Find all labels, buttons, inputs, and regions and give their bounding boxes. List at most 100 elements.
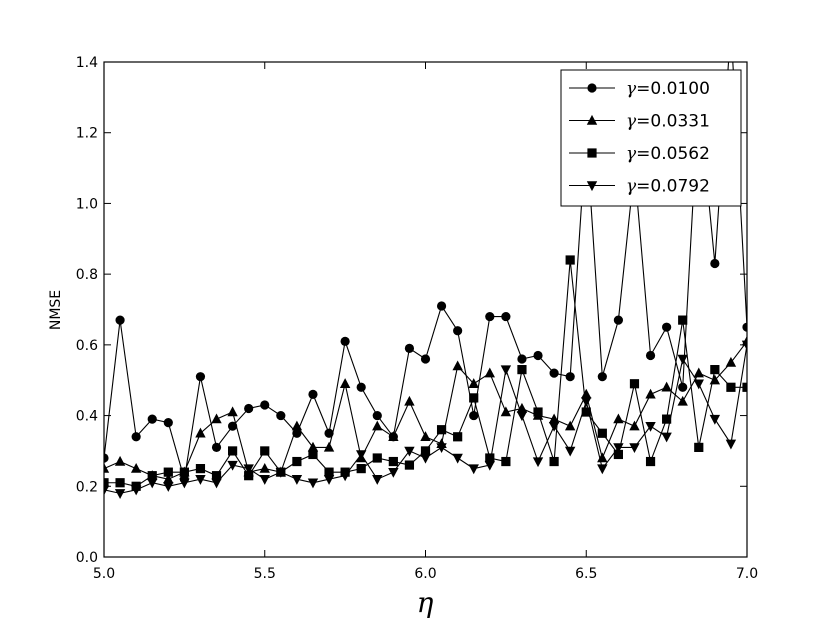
series-3-point xyxy=(645,456,656,467)
series-3-point xyxy=(662,414,672,424)
series-1-point xyxy=(147,414,157,424)
series-3-point xyxy=(533,407,543,417)
series-4-point xyxy=(372,475,383,485)
y-tick-label: 1.4 xyxy=(76,55,98,71)
series-4-point xyxy=(597,464,608,475)
legend-gamma-symbol: γ xyxy=(626,79,637,99)
series-3-point xyxy=(308,449,318,460)
series-3-point xyxy=(549,456,559,467)
series-3-point xyxy=(211,471,222,481)
series-2-point xyxy=(613,413,624,424)
series-1-point xyxy=(228,421,238,431)
series-3-point xyxy=(501,456,511,467)
series-3-point xyxy=(388,456,398,467)
series-1-point xyxy=(372,410,382,421)
legend-marker xyxy=(586,181,598,192)
series-3-point xyxy=(565,255,575,265)
legend-gamma-value: =0.0792 xyxy=(636,177,710,197)
series-2-point xyxy=(404,395,415,406)
series-3-point xyxy=(742,382,747,392)
series-4-point xyxy=(323,475,335,485)
series-2-point xyxy=(211,413,222,424)
series-1-point xyxy=(501,311,511,322)
series-1-point xyxy=(662,322,672,332)
legend-label: γ=0.0792 xyxy=(626,177,710,197)
series-2-point xyxy=(645,388,656,399)
series-3-point xyxy=(581,407,591,417)
series-1-point xyxy=(420,354,431,364)
legend-entry-4: γ=0.0792 xyxy=(569,177,710,197)
series-3-point xyxy=(613,449,623,460)
series-2-point xyxy=(323,441,335,452)
series-3-point xyxy=(244,471,254,481)
series-4-point xyxy=(709,414,721,425)
series-1-point xyxy=(308,389,318,399)
series-1-point xyxy=(613,315,624,325)
series-3-point xyxy=(104,478,109,488)
series-3-point xyxy=(324,467,334,477)
series-4-point xyxy=(163,482,174,492)
series-4-point xyxy=(211,478,222,489)
series-1-point xyxy=(404,343,415,353)
series-1-point xyxy=(211,442,222,452)
y-axis-label: NMSE xyxy=(48,290,64,330)
series-4-point xyxy=(661,432,672,443)
series-4-point xyxy=(179,478,190,489)
series-4-point xyxy=(275,467,287,478)
series-2-point xyxy=(388,431,399,441)
series-2-point xyxy=(195,427,206,438)
legend-gamma-symbol: γ xyxy=(626,177,637,197)
series-3-point xyxy=(485,453,495,463)
series-4-point xyxy=(195,475,206,485)
x-tick-label: 7.0 xyxy=(736,566,758,582)
series-3-point xyxy=(228,446,238,456)
series-1-point xyxy=(260,400,270,410)
series-2-point xyxy=(468,378,479,388)
series-1-point xyxy=(710,258,720,269)
legend-marker xyxy=(587,148,597,158)
series-4-point xyxy=(468,464,479,475)
series-2-point xyxy=(163,473,174,484)
series-4-point xyxy=(452,453,463,464)
series-1 xyxy=(104,62,747,484)
y-tick-label: 0.4 xyxy=(76,409,98,425)
ticks-layer xyxy=(103,61,748,558)
y-tick-label: 0.2 xyxy=(76,479,98,495)
legend-label: γ=0.0331 xyxy=(626,112,710,132)
series-4-point xyxy=(613,443,624,453)
series-4-point xyxy=(548,421,560,432)
series-4-point xyxy=(259,475,270,485)
series-2-point xyxy=(677,395,688,406)
series-2-point xyxy=(516,402,528,413)
series-4-point xyxy=(516,411,528,422)
x-tick-label: 5.5 xyxy=(254,566,276,582)
series-3-point xyxy=(163,467,173,477)
series-1-point xyxy=(485,311,495,322)
series-3-point xyxy=(372,453,382,463)
series-1-point xyxy=(645,350,656,361)
series-1-point xyxy=(469,410,479,421)
series-2-point xyxy=(420,431,431,441)
series-3-point xyxy=(517,365,527,375)
series-4-point xyxy=(725,439,737,450)
series-1-point xyxy=(115,315,125,325)
series-4-point xyxy=(130,485,142,496)
series-3-point xyxy=(629,379,640,389)
series-2-point xyxy=(227,406,238,417)
series-4-point xyxy=(677,354,688,365)
legend-gamma-symbol: γ xyxy=(626,144,637,164)
series-4-point xyxy=(227,460,238,471)
series-3-point xyxy=(436,425,447,435)
series-2-point xyxy=(307,441,319,452)
series-1-point xyxy=(453,326,463,336)
series-1-point xyxy=(244,403,254,414)
series-2-point xyxy=(259,463,270,473)
series-1-point xyxy=(597,372,607,382)
series-3-point xyxy=(453,432,463,442)
y-tick-label: 1.0 xyxy=(76,196,98,212)
legend-label: γ=0.0562 xyxy=(626,144,710,164)
series-1-point xyxy=(678,382,688,392)
series-1-point xyxy=(742,322,747,332)
